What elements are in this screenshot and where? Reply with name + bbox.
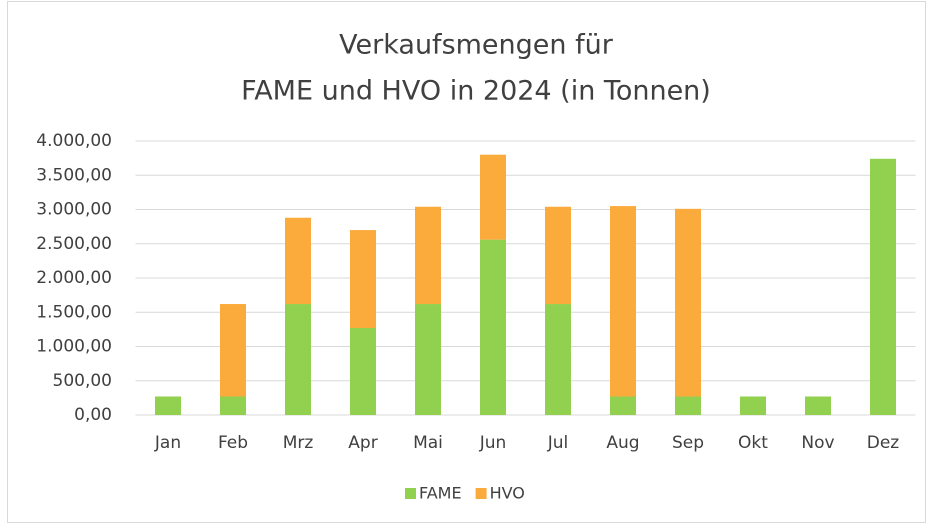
x-tick-label: Jan (154, 433, 181, 453)
bar-segment (675, 396, 701, 415)
bar-segment (610, 396, 636, 415)
y-tick-label: 4.000,00 (36, 131, 112, 151)
bar-segment (610, 206, 636, 397)
y-tick-label: 1.500,00 (36, 302, 112, 322)
bar-segment (545, 304, 571, 415)
bar-segment (675, 208, 701, 397)
x-tick-label: Okt (738, 433, 768, 453)
bar-segment (480, 239, 506, 415)
bar-segment (220, 304, 246, 397)
legend-label: FAME (419, 484, 462, 503)
bar-segment (480, 154, 506, 240)
bar-segment (415, 206, 441, 305)
bar-segment (285, 217, 311, 305)
chart-title: FAME und HVO in 2024 (in Tonnen) (241, 76, 711, 107)
x-tick-label: Apr (348, 433, 377, 453)
x-tick-label: Aug (606, 433, 639, 453)
bar-segment (350, 230, 376, 329)
bar-segment (350, 328, 376, 415)
bar-segment (740, 396, 766, 415)
chart-title: Verkaufsmengen für (339, 30, 614, 61)
bar-segment (805, 396, 831, 415)
x-tick-label: Jul (547, 433, 569, 453)
y-tick-label: 2.500,00 (36, 234, 112, 254)
x-tick-label: Jun (479, 433, 507, 453)
y-tick-label: 500,00 (53, 371, 112, 391)
bar-segment (285, 304, 311, 415)
x-tick-label: Sep (672, 433, 704, 453)
x-tick-label: Mai (413, 433, 443, 453)
bar-segment (545, 206, 571, 305)
x-tick-label: Feb (218, 433, 248, 453)
legend-swatch (475, 488, 487, 499)
bar-segment (870, 158, 896, 415)
bar-segment (220, 396, 246, 415)
y-tick-label: 0,00 (74, 405, 112, 425)
x-tick-label: Mrz (283, 433, 314, 453)
y-tick-label: 3.000,00 (36, 200, 112, 220)
chart-frame (7, 1, 926, 523)
x-tick-label: Dez (867, 433, 900, 453)
x-tick-label: Nov (801, 433, 834, 453)
y-tick-label: 1.000,00 (36, 337, 112, 357)
legend-swatch (405, 488, 416, 499)
bar-segment (155, 396, 181, 415)
bar-segment (415, 304, 441, 415)
legend-label: HVO (490, 484, 525, 503)
y-tick-label: 2.000,00 (36, 268, 112, 288)
y-tick-label: 3.500,00 (36, 165, 112, 185)
